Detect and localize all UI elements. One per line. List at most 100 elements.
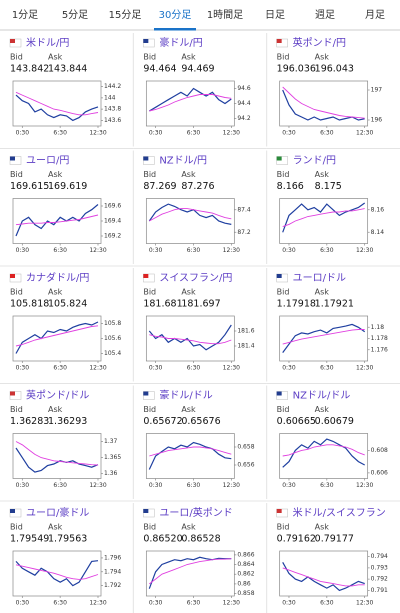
- tab[interactable]: 30分足: [159, 9, 192, 21]
- flag-mark: [276, 391, 282, 396]
- pair-title[interactable]: ランド/円: [293, 155, 336, 167]
- pair-title[interactable]: スイスフラン/円: [159, 272, 232, 284]
- tab[interactable]: 5分足: [62, 9, 88, 21]
- price-line: [15, 321, 99, 354]
- x-tick-label: 12:30: [223, 130, 240, 137]
- x-tick-label: 6:30: [53, 482, 67, 489]
- x-tick-label: 12:30: [223, 600, 240, 607]
- y-tick-label: 94.2: [237, 115, 251, 122]
- tab[interactable]: 15分足: [109, 9, 142, 21]
- ask-value: 105.824: [48, 299, 87, 310]
- y-tick-label: 1.36: [104, 470, 118, 477]
- pair-title[interactable]: 豪ドル/ドル: [159, 389, 212, 402]
- price-line: [15, 560, 99, 587]
- ask-value: 0.86528: [181, 534, 220, 545]
- y-tick-label: 144.2: [104, 83, 121, 90]
- flag-mark: [276, 39, 282, 43]
- chart-frame: [279, 433, 369, 479]
- pair-title[interactable]: 豪ドル/円: [159, 36, 202, 49]
- y-tick-label: 94.4: [237, 100, 251, 107]
- pair-title[interactable]: 米ドル/スイスフラン: [293, 506, 386, 519]
- chart-frame: [145, 80, 235, 127]
- x-tick-label: 0:30: [16, 365, 30, 372]
- tab[interactable]: 日足: [265, 9, 285, 21]
- pair-title[interactable]: ユーロ/豪ドル: [26, 506, 89, 519]
- bid-label: Bid: [277, 523, 290, 532]
- tab[interactable]: 週足: [315, 9, 335, 21]
- ask-label: Ask: [315, 523, 330, 532]
- y-tick-label: 1.176: [371, 346, 388, 353]
- bid-label: Bid: [277, 53, 290, 62]
- flag-mark: [143, 509, 149, 513]
- flag-mark: [10, 39, 15, 43]
- chart-frame: [279, 315, 369, 362]
- bid-label: Bid: [277, 288, 290, 297]
- chart-frame: [12, 550, 102, 597]
- x-tick-label: 6:30: [320, 365, 334, 372]
- y-tick-label: 169.4: [104, 218, 121, 225]
- average-line: [282, 208, 365, 228]
- x-tick-label: 12:30: [89, 130, 106, 137]
- flag-mark: [10, 156, 15, 161]
- bid-label: Bid: [277, 170, 290, 179]
- tab-underline: [154, 28, 196, 31]
- ask-value: 196.043: [315, 64, 354, 75]
- ask-label: Ask: [181, 170, 196, 179]
- x-tick-label: 6:30: [53, 365, 67, 372]
- ask-label: Ask: [315, 405, 330, 414]
- y-tick-label: 0.791: [371, 587, 388, 594]
- y-tick-label: 105.4: [104, 350, 121, 357]
- tab[interactable]: 1分足: [12, 9, 38, 21]
- average-line: [149, 334, 232, 345]
- price-line: [15, 204, 99, 237]
- x-tick-label: 6:30: [187, 482, 201, 489]
- pair-title[interactable]: 米ドル/円: [26, 36, 69, 49]
- average-line: [15, 564, 99, 580]
- y-tick-label: 0.658: [237, 444, 254, 451]
- bid-value: 87.269: [143, 181, 176, 192]
- bid-value: 1.17918: [277, 299, 316, 310]
- x-tick-label: 6:30: [187, 600, 201, 607]
- bid-label: Bid: [10, 523, 23, 532]
- y-tick-label: 94.6: [237, 85, 251, 92]
- bid-value: 1.79549: [10, 534, 49, 545]
- y-tick-label: 0.794: [371, 553, 388, 560]
- bid-label: Bid: [277, 405, 290, 414]
- chart-frame: [12, 315, 102, 362]
- tab[interactable]: 1時間足: [207, 9, 243, 21]
- bid-value: 0.60665: [277, 416, 316, 427]
- x-tick-label: 12:30: [223, 247, 240, 254]
- chart-frame: [145, 315, 235, 362]
- x-tick-label: 12:30: [223, 482, 240, 489]
- price-line: [15, 447, 99, 473]
- ask-label: Ask: [315, 170, 330, 179]
- pair-title[interactable]: NZドル/ドル: [293, 391, 351, 402]
- pair-title[interactable]: 英ポンド/円: [293, 36, 346, 49]
- pair-title[interactable]: ユーロ/ドル: [293, 273, 346, 284]
- tab[interactable]: 月足: [365, 9, 385, 21]
- y-tick-label: 0.866: [237, 551, 254, 558]
- ask-label: Ask: [181, 53, 196, 62]
- x-tick-label: 12:30: [89, 247, 106, 254]
- y-tick-label: 87.4: [237, 206, 251, 213]
- y-tick-label: 0.606: [371, 469, 388, 476]
- bid-label: Bid: [143, 170, 156, 179]
- x-tick-label: 0:30: [16, 247, 30, 254]
- x-tick-label: 6:30: [53, 600, 67, 607]
- x-tick-label: 12:30: [356, 600, 373, 607]
- price-line: [15, 94, 99, 122]
- pair-title[interactable]: カナダドル/円: [26, 271, 89, 284]
- x-tick-label: 6:30: [320, 600, 334, 607]
- average-line: [15, 91, 99, 116]
- flag-mark: [143, 39, 149, 43]
- pair-title[interactable]: ユーロ/英ポンド: [159, 506, 232, 519]
- bid-value: 1.36283: [10, 416, 49, 427]
- pair-title[interactable]: NZドル/円: [159, 156, 207, 167]
- x-tick-label: 0:30: [149, 130, 163, 137]
- pair-title[interactable]: ユーロ/円: [26, 156, 69, 167]
- pair-title[interactable]: 英ポンド/ドル: [26, 389, 89, 402]
- bid-value: 94.464: [143, 64, 176, 75]
- bid-label: Bid: [10, 288, 23, 297]
- x-tick-label: 12:30: [89, 365, 106, 372]
- ask-value: 1.17921: [315, 299, 354, 310]
